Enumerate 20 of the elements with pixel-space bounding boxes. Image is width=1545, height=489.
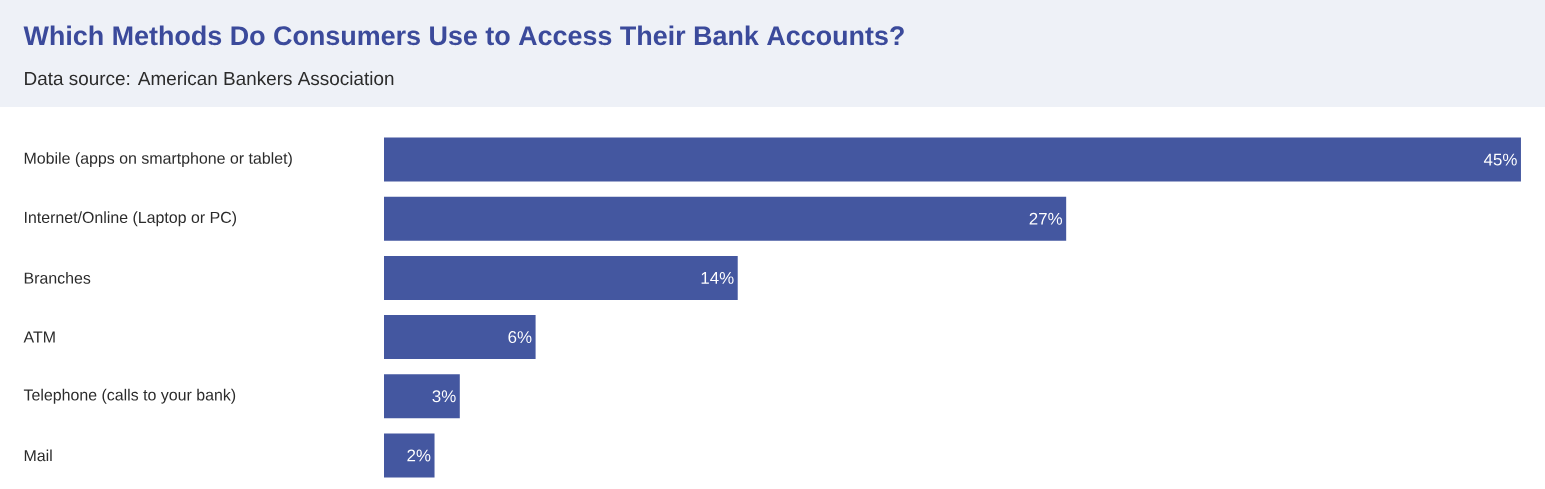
text: Data source: American Bankers Association — [25, 71, 394, 86]
chart-title: Which Methods Do Consumers Use to Access Their Bank Accounts? — [23, 25, 904, 46]
data-label: 6% — [508, 331, 532, 344]
y-tick-label: Branches — [24, 272, 91, 284]
bar — [384, 374, 460, 419]
data-label: 2% — [407, 449, 431, 462]
bar — [384, 137, 1521, 182]
data-label: 14% — [701, 272, 734, 284]
bar — [384, 255, 738, 300]
data-label: 27% — [1029, 212, 1063, 225]
data-label: 3% — [432, 390, 456, 403]
y-tick-label: Internet/Online (Laptop or PC) — [24, 211, 237, 227]
bar — [384, 433, 435, 478]
y-tick-label: Mail — [24, 449, 52, 462]
y-tick-label: Mobile (apps on smartphone or tablet) — [24, 152, 292, 168]
data-label: 45% — [1483, 153, 1517, 166]
y-tick-label: Telephone (calls to your bank) — [23, 388, 236, 404]
bar — [384, 196, 1067, 241]
y-tick-label: ATM — [23, 331, 55, 343]
bar — [384, 315, 536, 360]
